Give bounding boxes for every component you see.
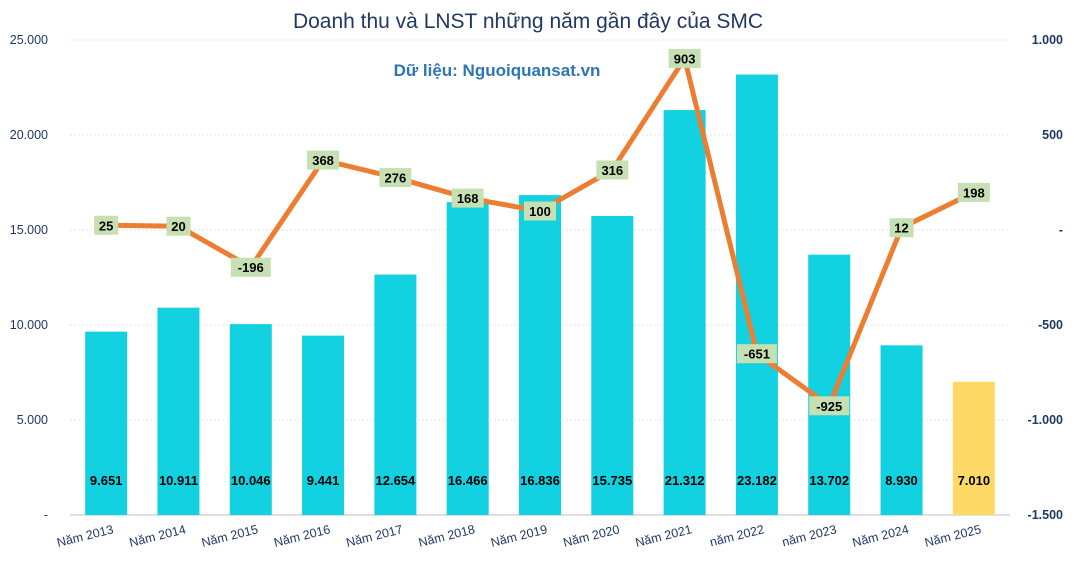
line-value-label: 20: [171, 219, 185, 234]
bar: [808, 254, 851, 516]
bar-value-label: 8.930: [885, 473, 918, 488]
bar: [519, 195, 561, 515]
bar: [446, 202, 489, 515]
line-value-label: -925: [816, 399, 842, 414]
bar-value-label: 15.735: [592, 473, 632, 488]
bar-value-label: 21.312: [665, 473, 705, 488]
bar-value-label: 10.046: [231, 473, 271, 488]
y-left-tick-label: 20.000: [10, 128, 48, 142]
bar-value-label: 7.010: [958, 473, 991, 488]
bar-value-label: 9.651: [90, 473, 123, 488]
line-label-box: [451, 188, 484, 208]
line-value-label: -651: [744, 347, 770, 362]
bar-value-label: 10.911: [159, 473, 198, 488]
line-label-box: [524, 201, 556, 221]
y-left-tick-label: -: [44, 508, 48, 522]
x-tick-label: Năm 2015: [200, 522, 259, 550]
x-tick-label: Năm 2021: [634, 522, 693, 550]
x-tick-label: Năm 2019: [489, 522, 548, 550]
bar: [229, 324, 272, 515]
bar-value-label: 23.182: [737, 473, 777, 488]
x-tick-label: Năm 2014: [128, 522, 187, 550]
x-tick-label: Năm 2016: [272, 522, 331, 550]
line-value-label: 25: [99, 218, 113, 233]
line-label-box: [596, 160, 629, 180]
line-label-box: [736, 344, 777, 364]
y-axis-left: - 5.000 10.000 15.000 20.000 25.000: [10, 33, 48, 522]
bar-value-label: 12.654: [376, 473, 417, 488]
bar-value-label: 16.836: [520, 473, 560, 488]
x-tick-label: Năm 2017: [345, 522, 404, 550]
x-tick-label: Năm 2024: [851, 522, 910, 550]
line-label-box: [889, 218, 914, 238]
line-label-box: [668, 48, 701, 68]
bar-value-label: 9.441: [307, 473, 340, 488]
line-label-box: [307, 150, 340, 170]
bar-value-label: 16.466: [448, 473, 488, 488]
bar: [85, 331, 128, 515]
line-value-label: 368: [312, 153, 334, 168]
bar: [157, 307, 200, 515]
x-tick-label: năm 2022: [708, 522, 765, 549]
bar-series: [85, 74, 995, 516]
bar: [663, 110, 706, 516]
x-tick-label: năm 2023: [781, 522, 838, 549]
line-label-box: [230, 257, 271, 277]
bar: [591, 216, 634, 515]
bar: [880, 345, 923, 515]
y-right-tick-label: -: [1059, 223, 1063, 237]
bar: [952, 381, 995, 515]
x-tick-label: Năm 2025: [923, 522, 982, 550]
line-value-label: 276: [385, 171, 407, 186]
y-right-tick-label: -1.500: [1028, 508, 1063, 522]
y-right-tick-label: 500: [1042, 128, 1063, 142]
bar: [374, 274, 417, 515]
line-value-label: -196: [238, 260, 264, 275]
chart-title: Doanh thu và LNST những năm gần đây của …: [293, 10, 763, 33]
line-label-box: [957, 182, 990, 202]
line-value-label: 100: [529, 204, 551, 219]
line-value-label: 12: [894, 221, 908, 236]
x-tick-label: Năm 2018: [417, 522, 476, 550]
bar: [302, 335, 345, 515]
bar-labels: 9.651 10.911 10.046 9.441 12.654 16.466 16.836…: [90, 473, 990, 488]
y-right-tick-label: 1.000: [1032, 33, 1063, 47]
source-note: Dữ liệu: Nguoiquansat.vn: [394, 61, 601, 80]
line-label-box: [94, 215, 119, 235]
y-left-tick-label: 25.000: [10, 33, 48, 47]
y-left-tick-label: 5.000: [17, 413, 48, 427]
line-labels: 25 20 -196 368 276 168 100 316 903 -651 -925 12 198: [94, 48, 990, 416]
y-right-tick-label: -500: [1038, 318, 1063, 332]
x-axis: Năm 2013 Năm 2014 Năm 2015 Năm 2016 Năm 2017…: [56, 522, 983, 550]
x-tick-label: Năm 2020: [562, 522, 621, 550]
line-label-box: [379, 168, 412, 188]
line-value-label: 168: [457, 191, 479, 206]
y-right-tick-label: -1.000: [1028, 413, 1063, 427]
line-value-label: 316: [601, 163, 623, 178]
line-value-label: 198: [963, 185, 985, 200]
y-left-tick-label: 15.000: [10, 223, 48, 237]
y-left-tick-label: 10.000: [10, 318, 48, 332]
x-tick-label: Năm 2013: [56, 522, 115, 550]
line-value-label: 903: [674, 51, 696, 66]
bar-value-label: 13.702: [809, 473, 849, 488]
line-label-box: [166, 216, 191, 236]
line-label-box: [809, 396, 850, 416]
